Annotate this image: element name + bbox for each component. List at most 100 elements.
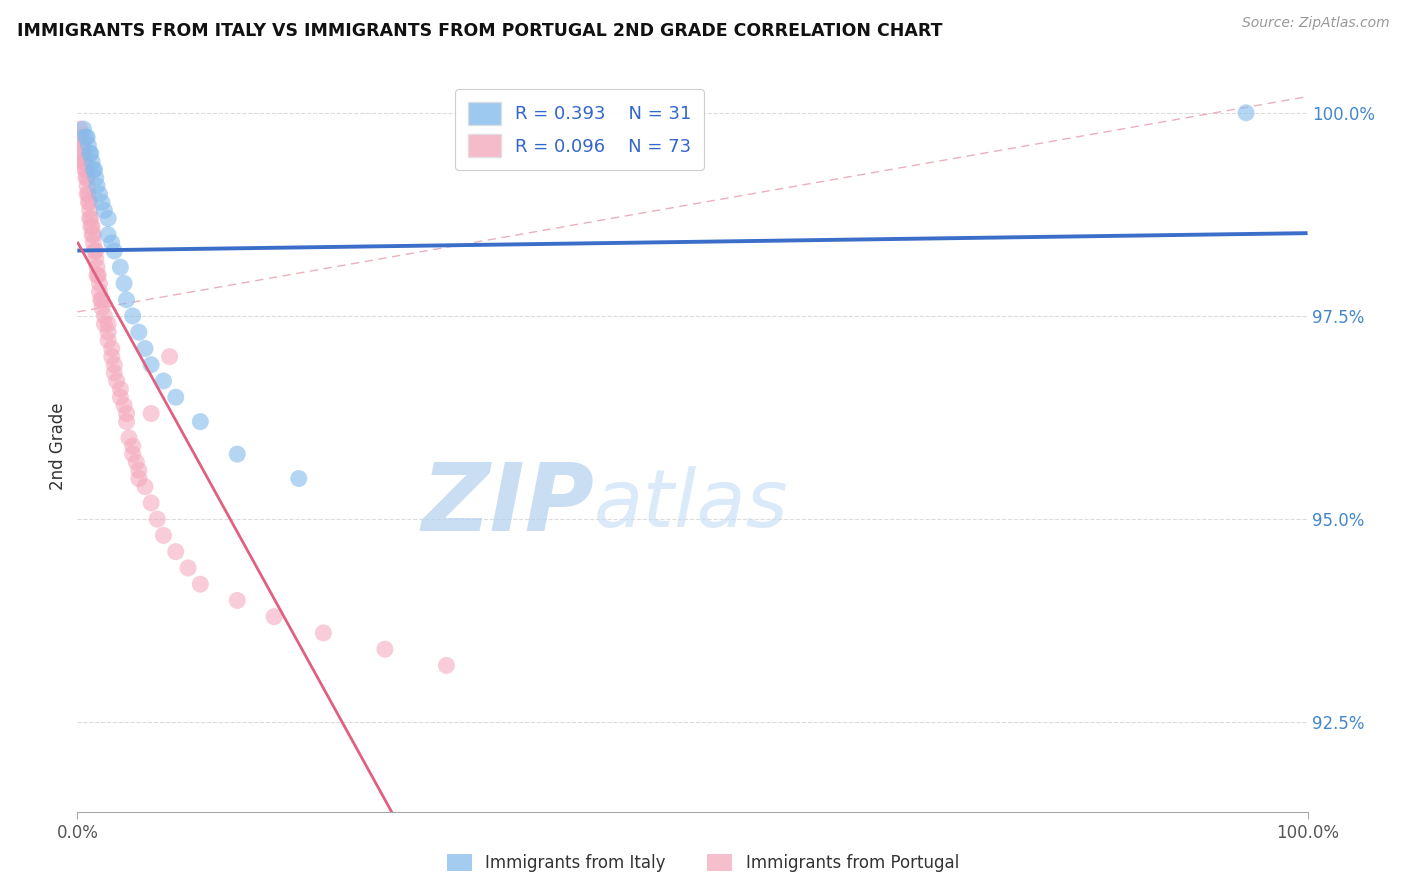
Point (73, 162, 96, 177)
Point (288, 471, 311, 485)
Point (70, 138, 93, 153)
Point (128, 463, 150, 477)
Point (103, 244, 125, 258)
Point (90, 293, 112, 307)
Point (110, 260, 132, 275)
Point (103, 366, 125, 380)
Point (76, 130, 98, 145)
Point (70, 130, 93, 145)
Point (97, 334, 120, 348)
Point (80, 146, 103, 161)
Point (75, 130, 97, 145)
Point (84, 244, 107, 258)
Point (82, 219, 104, 234)
Point (89, 285, 111, 299)
Point (105, 374, 128, 388)
Point (82, 162, 104, 177)
Text: Source: ZipAtlas.com: Source: ZipAtlas.com (1241, 16, 1389, 30)
Point (87, 268, 110, 283)
Point (77, 187, 100, 202)
Point (115, 293, 138, 307)
Point (83, 162, 105, 177)
Point (82, 227, 104, 242)
Point (75, 162, 97, 177)
Point (226, 593, 249, 607)
Point (79, 203, 101, 218)
Point (70, 138, 93, 153)
Legend: Immigrants from Italy, Immigrants from Portugal: Immigrants from Italy, Immigrants from P… (440, 847, 966, 879)
Y-axis label: 2nd Grade: 2nd Grade (49, 402, 67, 490)
Point (83, 244, 105, 258)
Point (97, 227, 120, 242)
Point (101, 342, 124, 356)
Point (159, 350, 181, 364)
Point (82, 235, 104, 250)
Point (103, 358, 125, 372)
Point (82, 227, 104, 242)
Text: ZIP: ZIP (422, 458, 595, 550)
Point (121, 439, 143, 453)
Point (76, 187, 98, 202)
Point (72, 146, 94, 161)
Point (72, 154, 94, 169)
Point (72, 122, 94, 136)
Point (89, 277, 111, 291)
Point (80, 211, 103, 226)
Point (1234, 105, 1257, 120)
Point (70, 146, 93, 161)
Point (79, 211, 101, 226)
Point (93, 309, 115, 323)
Point (118, 431, 141, 445)
Point (97, 325, 120, 339)
Point (97, 211, 120, 226)
Point (165, 390, 187, 404)
Point (80, 219, 103, 234)
Point (72, 154, 94, 169)
Point (141, 496, 163, 510)
Point (190, 577, 212, 591)
Point (190, 415, 212, 429)
Point (84, 252, 107, 266)
Legend: R = 0.393    N = 31, R = 0.096    N = 73: R = 0.393 N = 31, R = 0.096 N = 73 (456, 89, 704, 170)
Point (165, 544, 187, 558)
Point (97, 317, 120, 331)
Point (141, 358, 163, 372)
Text: IMMIGRANTS FROM ITALY VS IMMIGRANTS FROM PORTUGAL 2ND GRADE CORRELATION CHART: IMMIGRANTS FROM ITALY VS IMMIGRANTS FROM… (17, 22, 942, 40)
Point (84, 170, 107, 185)
Point (128, 325, 150, 339)
Point (77, 138, 100, 153)
Point (79, 195, 101, 210)
Point (436, 658, 458, 673)
Point (112, 277, 135, 291)
Point (115, 407, 138, 421)
Point (69, 130, 91, 145)
Point (110, 382, 132, 396)
Point (177, 561, 200, 575)
Point (101, 235, 124, 250)
Point (77, 195, 100, 210)
Point (134, 480, 156, 494)
Point (134, 342, 156, 356)
Point (141, 407, 163, 421)
Point (86, 260, 108, 275)
Point (152, 528, 174, 542)
Point (125, 455, 148, 469)
Point (90, 195, 114, 210)
Point (121, 309, 143, 323)
Point (101, 350, 124, 364)
Point (152, 374, 174, 388)
Point (110, 390, 132, 404)
Point (128, 471, 150, 485)
Point (86, 268, 108, 283)
Point (79, 146, 101, 161)
Point (90, 301, 114, 315)
Point (76, 170, 98, 185)
Point (86, 178, 108, 193)
Point (374, 642, 396, 657)
Point (69, 122, 91, 136)
Point (93, 203, 115, 218)
Point (82, 154, 104, 169)
Point (75, 170, 97, 185)
Point (76, 178, 98, 193)
Point (312, 626, 335, 640)
